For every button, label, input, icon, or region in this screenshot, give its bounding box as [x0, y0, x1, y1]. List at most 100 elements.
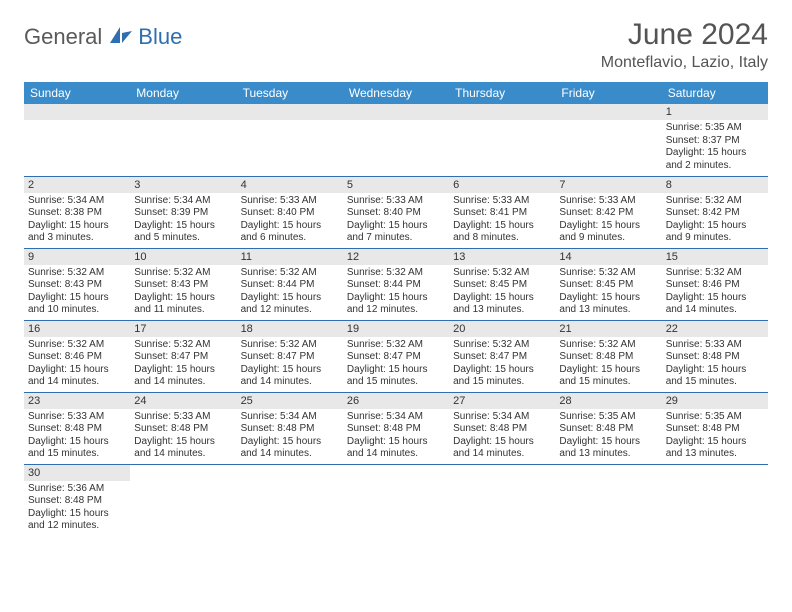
day-details: Sunrise: 5:36 AMSunset: 8:48 PMDaylight:… [24, 481, 130, 536]
day-details: Sunrise: 5:32 AMSunset: 8:48 PMDaylight:… [555, 337, 661, 392]
calendar-day-cell: 1Sunrise: 5:35 AMSunset: 8:37 PMDaylight… [662, 104, 768, 176]
day-details: Sunrise: 5:32 AMSunset: 8:46 PMDaylight:… [24, 337, 130, 392]
day-number: 11 [237, 249, 343, 265]
day-details: Sunrise: 5:32 AMSunset: 8:45 PMDaylight:… [555, 265, 661, 320]
day-number: 26 [343, 393, 449, 409]
calendar-day-cell: 20Sunrise: 5:32 AMSunset: 8:47 PMDayligh… [449, 320, 555, 392]
day-details: Sunrise: 5:34 AMSunset: 8:48 PMDaylight:… [343, 409, 449, 464]
day-details: Sunrise: 5:32 AMSunset: 8:46 PMDaylight:… [662, 265, 768, 320]
day-number: 28 [555, 393, 661, 409]
calendar-day-cell: 2Sunrise: 5:34 AMSunset: 8:38 PMDaylight… [24, 176, 130, 248]
day-number: 12 [343, 249, 449, 265]
day-number-empty [24, 104, 130, 120]
calendar-day-cell: 23Sunrise: 5:33 AMSunset: 8:48 PMDayligh… [24, 392, 130, 464]
weekday-header: Sunday [24, 82, 130, 104]
calendar-day-cell: 22Sunrise: 5:33 AMSunset: 8:48 PMDayligh… [662, 320, 768, 392]
weekday-header-row: SundayMondayTuesdayWednesdayThursdayFrid… [24, 82, 768, 104]
day-number: 13 [449, 249, 555, 265]
day-number: 9 [24, 249, 130, 265]
calendar-day-cell: 4Sunrise: 5:33 AMSunset: 8:40 PMDaylight… [237, 176, 343, 248]
day-number: 3 [130, 177, 236, 193]
calendar-day-cell: 27Sunrise: 5:34 AMSunset: 8:48 PMDayligh… [449, 392, 555, 464]
day-details: Sunrise: 5:35 AMSunset: 8:37 PMDaylight:… [662, 120, 768, 175]
day-number: 16 [24, 321, 130, 337]
calendar-day-cell: 30Sunrise: 5:36 AMSunset: 8:48 PMDayligh… [24, 464, 130, 536]
calendar-day-cell [555, 464, 661, 536]
calendar-day-cell: 15Sunrise: 5:32 AMSunset: 8:46 PMDayligh… [662, 248, 768, 320]
day-details: Sunrise: 5:33 AMSunset: 8:48 PMDaylight:… [662, 337, 768, 392]
day-number: 29 [662, 393, 768, 409]
calendar-day-cell [237, 464, 343, 536]
weekday-header: Saturday [662, 82, 768, 104]
day-number-empty [343, 104, 449, 120]
location-text: Monteflavio, Lazio, Italy [601, 54, 768, 72]
weekday-header: Tuesday [237, 82, 343, 104]
day-number-empty [237, 104, 343, 120]
day-details: Sunrise: 5:32 AMSunset: 8:44 PMDaylight:… [237, 265, 343, 320]
calendar-week-row: 23Sunrise: 5:33 AMSunset: 8:48 PMDayligh… [24, 392, 768, 464]
day-number: 19 [343, 321, 449, 337]
calendar-day-cell [555, 104, 661, 176]
calendar-day-cell: 17Sunrise: 5:32 AMSunset: 8:47 PMDayligh… [130, 320, 236, 392]
day-number-empty [449, 104, 555, 120]
calendar-day-cell [24, 104, 130, 176]
day-number: 7 [555, 177, 661, 193]
title-block: June 2024 Monteflavio, Lazio, Italy [601, 18, 768, 72]
calendar-day-cell [449, 104, 555, 176]
day-number: 4 [237, 177, 343, 193]
day-details: Sunrise: 5:33 AMSunset: 8:48 PMDaylight:… [130, 409, 236, 464]
calendar-day-cell: 10Sunrise: 5:32 AMSunset: 8:43 PMDayligh… [130, 248, 236, 320]
day-details: Sunrise: 5:34 AMSunset: 8:39 PMDaylight:… [130, 193, 236, 248]
day-number: 2 [24, 177, 130, 193]
calendar-day-cell: 29Sunrise: 5:35 AMSunset: 8:48 PMDayligh… [662, 392, 768, 464]
day-details: Sunrise: 5:32 AMSunset: 8:47 PMDaylight:… [449, 337, 555, 392]
calendar-day-cell: 5Sunrise: 5:33 AMSunset: 8:40 PMDaylight… [343, 176, 449, 248]
day-number: 22 [662, 321, 768, 337]
weekday-header: Monday [130, 82, 236, 104]
calendar-day-cell: 3Sunrise: 5:34 AMSunset: 8:39 PMDaylight… [130, 176, 236, 248]
logo-text-blue: Blue [138, 24, 182, 50]
day-details: Sunrise: 5:35 AMSunset: 8:48 PMDaylight:… [555, 409, 661, 464]
calendar-day-cell: 28Sunrise: 5:35 AMSunset: 8:48 PMDayligh… [555, 392, 661, 464]
day-details: Sunrise: 5:32 AMSunset: 8:47 PMDaylight:… [237, 337, 343, 392]
day-number: 27 [449, 393, 555, 409]
calendar-day-cell [130, 104, 236, 176]
calendar-week-row: 2Sunrise: 5:34 AMSunset: 8:38 PMDaylight… [24, 176, 768, 248]
day-details: Sunrise: 5:32 AMSunset: 8:43 PMDaylight:… [24, 265, 130, 320]
calendar-day-cell: 12Sunrise: 5:32 AMSunset: 8:44 PMDayligh… [343, 248, 449, 320]
calendar-day-cell: 25Sunrise: 5:34 AMSunset: 8:48 PMDayligh… [237, 392, 343, 464]
day-number: 23 [24, 393, 130, 409]
day-number: 14 [555, 249, 661, 265]
day-details: Sunrise: 5:33 AMSunset: 8:42 PMDaylight:… [555, 193, 661, 248]
day-details: Sunrise: 5:32 AMSunset: 8:47 PMDaylight:… [343, 337, 449, 392]
day-number: 8 [662, 177, 768, 193]
day-number: 30 [24, 465, 130, 481]
calendar-week-row: 9Sunrise: 5:32 AMSunset: 8:43 PMDaylight… [24, 248, 768, 320]
calendar-day-cell: 6Sunrise: 5:33 AMSunset: 8:41 PMDaylight… [449, 176, 555, 248]
calendar-page: General Blue June 2024 Monteflavio, Lazi… [0, 0, 792, 554]
calendar-week-row: 16Sunrise: 5:32 AMSunset: 8:46 PMDayligh… [24, 320, 768, 392]
calendar-day-cell: 21Sunrise: 5:32 AMSunset: 8:48 PMDayligh… [555, 320, 661, 392]
calendar-day-cell: 16Sunrise: 5:32 AMSunset: 8:46 PMDayligh… [24, 320, 130, 392]
calendar-day-cell: 11Sunrise: 5:32 AMSunset: 8:44 PMDayligh… [237, 248, 343, 320]
day-number-empty [555, 104, 661, 120]
day-number: 15 [662, 249, 768, 265]
calendar-week-row: 30Sunrise: 5:36 AMSunset: 8:48 PMDayligh… [24, 464, 768, 536]
calendar-day-cell: 26Sunrise: 5:34 AMSunset: 8:48 PMDayligh… [343, 392, 449, 464]
day-details: Sunrise: 5:32 AMSunset: 8:42 PMDaylight:… [662, 193, 768, 248]
day-number-empty [130, 104, 236, 120]
calendar-table: SundayMondayTuesdayWednesdayThursdayFrid… [24, 82, 768, 536]
calendar-day-cell [237, 104, 343, 176]
day-number: 1 [662, 104, 768, 120]
day-details: Sunrise: 5:33 AMSunset: 8:41 PMDaylight:… [449, 193, 555, 248]
day-details: Sunrise: 5:33 AMSunset: 8:40 PMDaylight:… [237, 193, 343, 248]
day-details: Sunrise: 5:32 AMSunset: 8:45 PMDaylight:… [449, 265, 555, 320]
calendar-day-cell: 19Sunrise: 5:32 AMSunset: 8:47 PMDayligh… [343, 320, 449, 392]
weekday-header: Wednesday [343, 82, 449, 104]
day-details: Sunrise: 5:34 AMSunset: 8:38 PMDaylight:… [24, 193, 130, 248]
calendar-day-cell: 7Sunrise: 5:33 AMSunset: 8:42 PMDaylight… [555, 176, 661, 248]
day-details: Sunrise: 5:34 AMSunset: 8:48 PMDaylight:… [237, 409, 343, 464]
page-header: General Blue June 2024 Monteflavio, Lazi… [24, 18, 768, 72]
calendar-day-cell [343, 464, 449, 536]
calendar-day-cell [449, 464, 555, 536]
